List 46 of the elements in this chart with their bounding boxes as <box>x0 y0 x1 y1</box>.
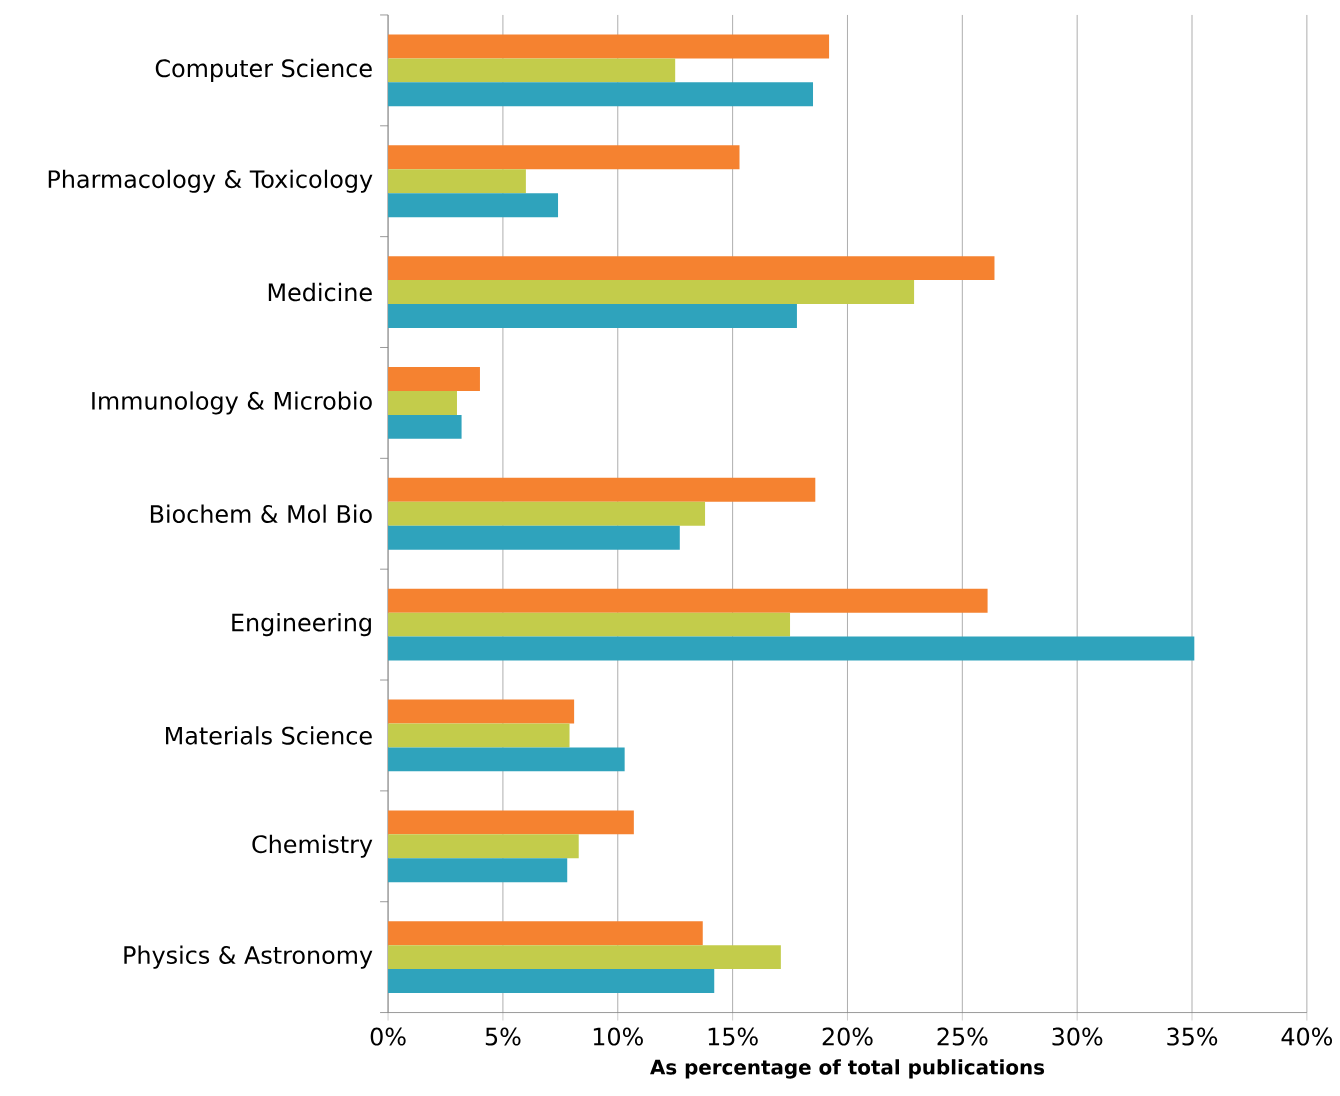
bar <box>388 279 915 304</box>
bar <box>388 525 680 550</box>
y-tick-label: Engineering <box>232 612 371 636</box>
bar <box>388 810 634 835</box>
bar <box>388 501 706 526</box>
bar <box>388 477 816 502</box>
x-tick-label: 25% <box>937 1027 988 1046</box>
bar <box>388 921 703 945</box>
bar <box>388 145 740 170</box>
bar <box>388 169 526 194</box>
bar <box>388 834 579 859</box>
y-tick-label: Biochem & Mol Bio <box>150 504 372 523</box>
bar <box>388 414 462 439</box>
x-tick-label: 0% <box>370 1027 406 1046</box>
bar <box>388 303 797 328</box>
bar <box>388 858 568 883</box>
bar <box>388 636 1195 661</box>
bar <box>388 58 676 83</box>
x-tick-label: 20% <box>822 1027 873 1046</box>
x-tick-label: 10% <box>593 1027 643 1046</box>
y-tick-label: Materials Science <box>166 726 372 745</box>
y-tick-label: Pharmacology & Toxicology <box>48 169 373 193</box>
y-tick-label: Medicine <box>268 282 372 302</box>
bar <box>388 588 988 613</box>
x-tick-label: 35% <box>1167 1027 1218 1046</box>
bar <box>388 255 995 280</box>
bar <box>388 699 575 724</box>
y-tick-label: Chemistry <box>252 834 373 858</box>
x-tick-label: 15% <box>708 1027 758 1046</box>
bar <box>388 366 480 391</box>
x-tick-label: 30% <box>1052 1027 1103 1046</box>
x-tick-label: 40% <box>1281 1027 1333 1046</box>
bar <box>388 82 814 107</box>
bar <box>388 747 625 772</box>
bar <box>388 723 570 748</box>
bar <box>388 390 457 415</box>
x-tick-label: 5% <box>485 1027 521 1046</box>
bar <box>388 34 830 59</box>
y-tick-label: Physics & Astronomy <box>124 945 373 969</box>
bar <box>388 193 559 217</box>
y-tick-label: Computer Science <box>155 58 372 82</box>
bar <box>388 968 715 993</box>
x-axis-title: As percentage of total publications <box>650 1059 1045 1079</box>
bar <box>388 612 791 637</box>
y-tick-label: Immunology & Microbio <box>92 391 372 415</box>
bar <box>388 945 781 969</box>
